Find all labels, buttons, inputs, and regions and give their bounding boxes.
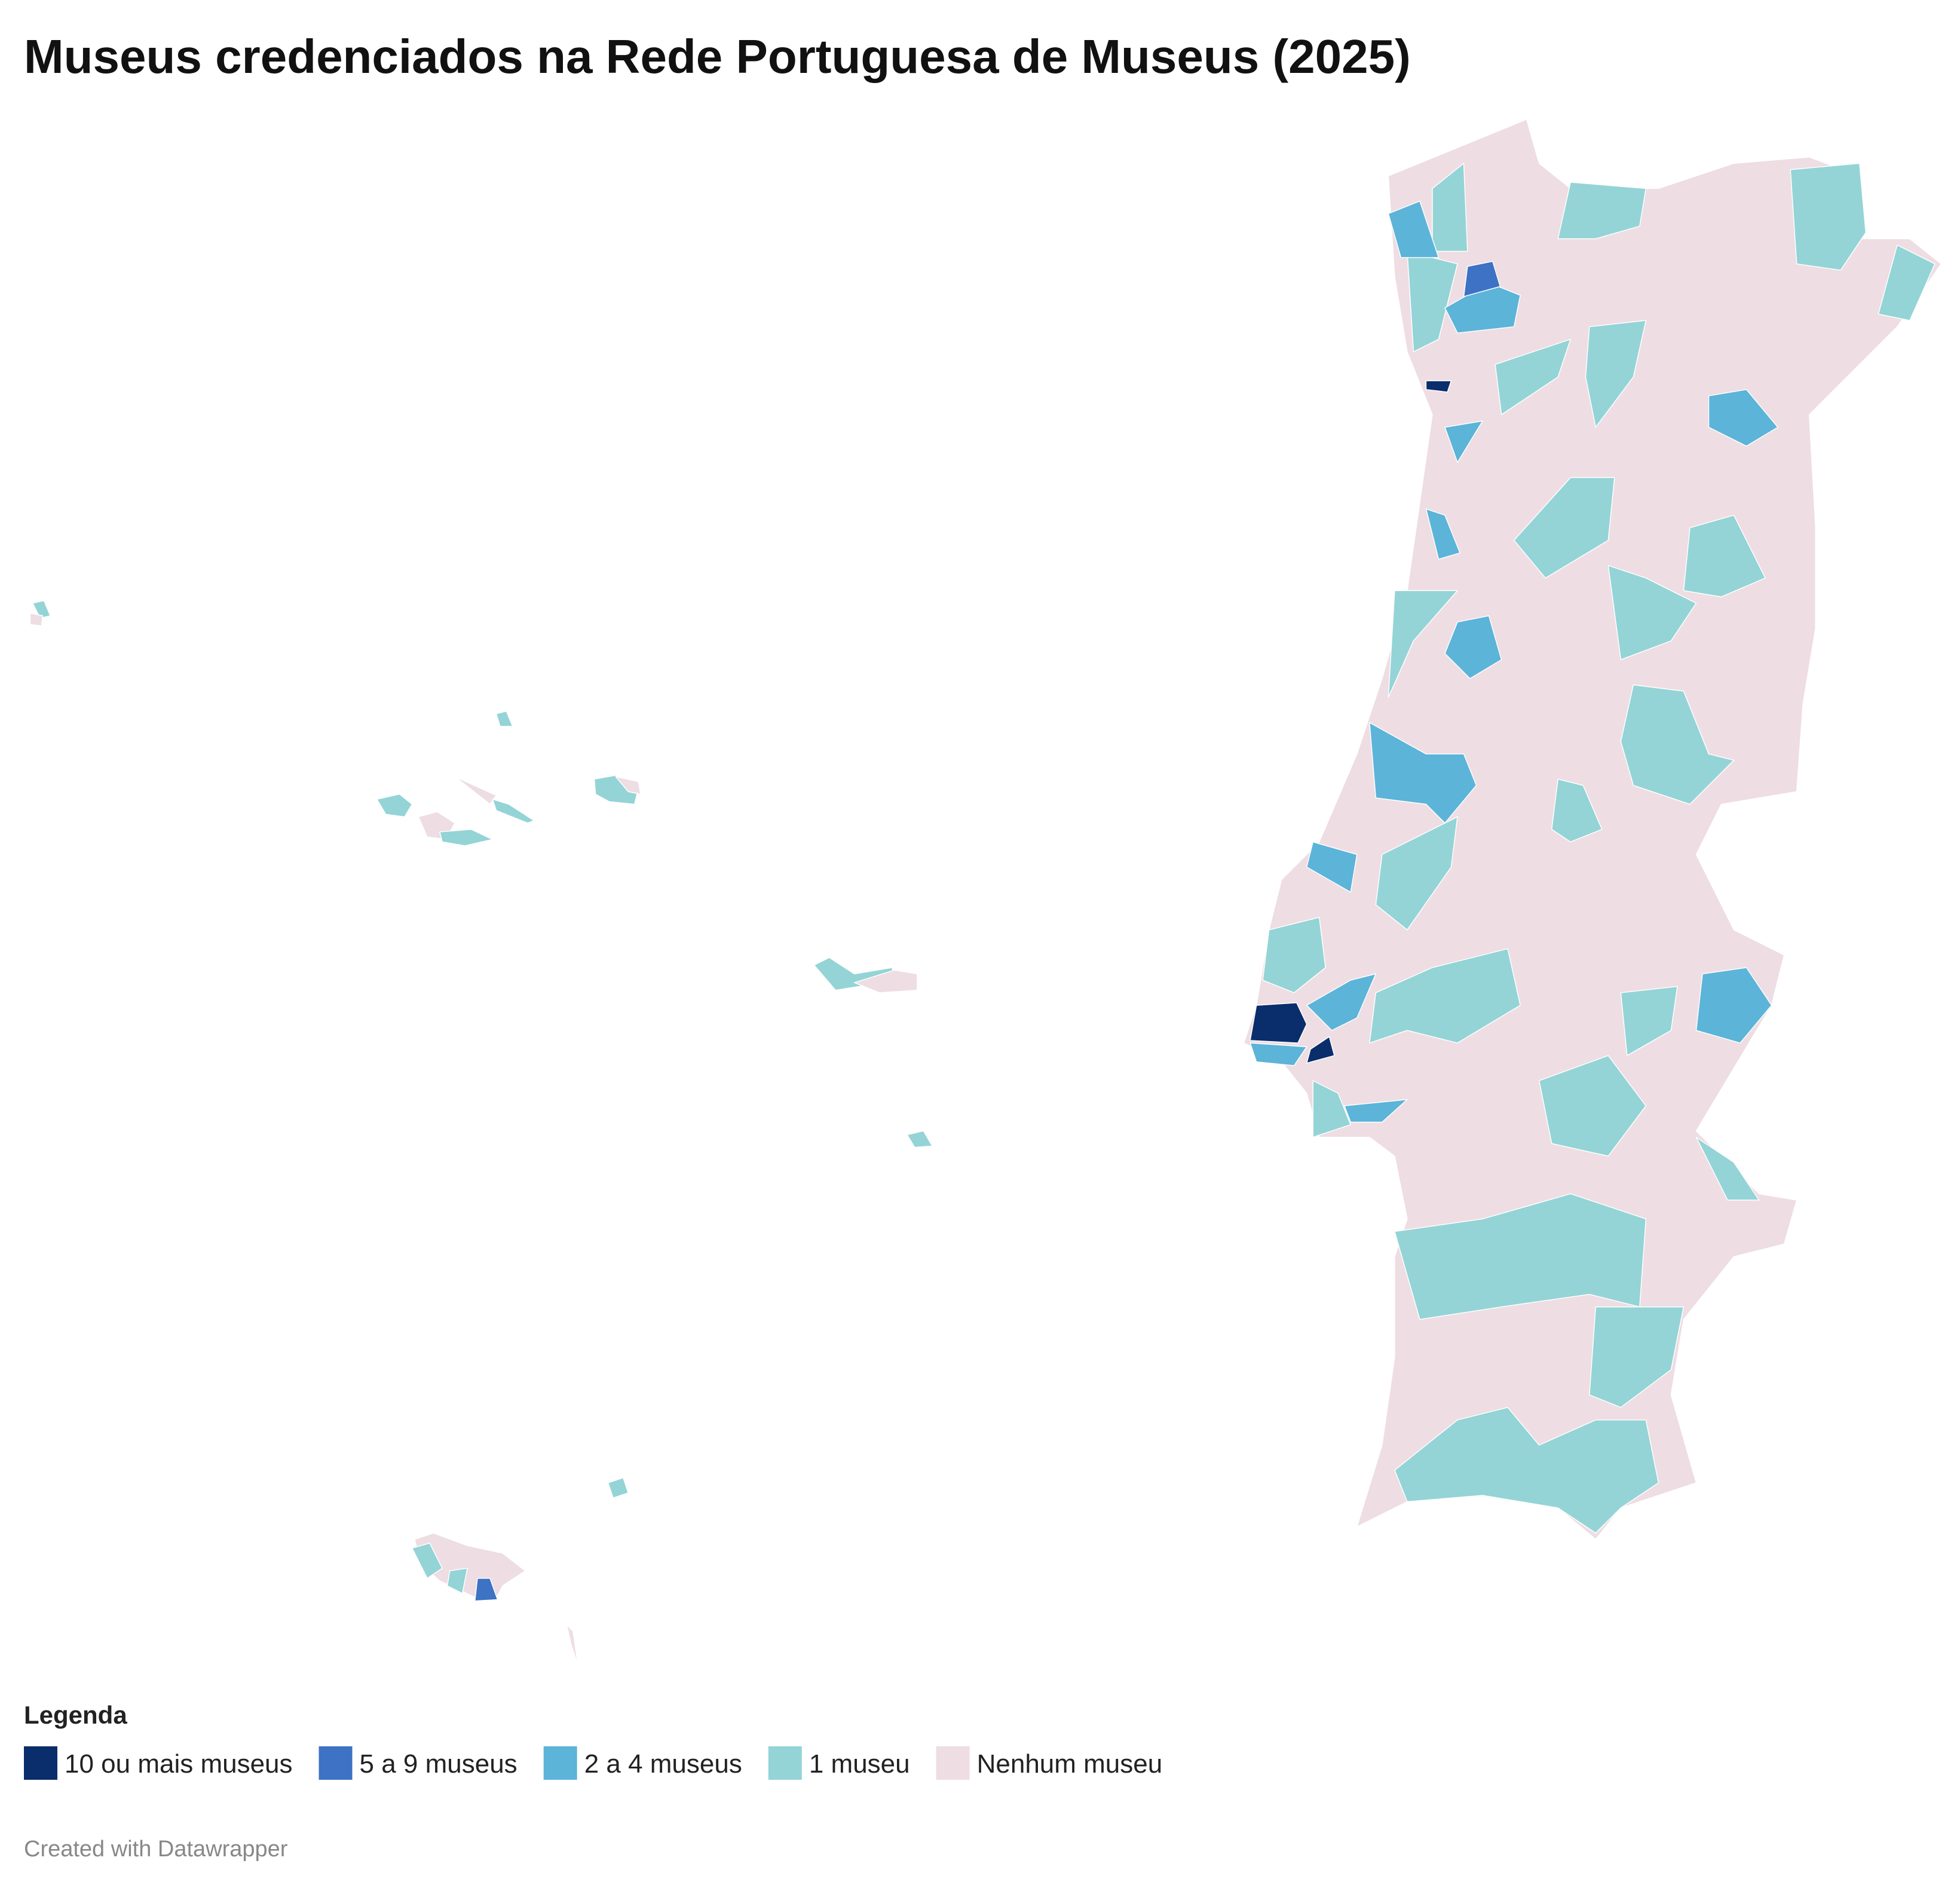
region bbox=[1695, 1137, 1760, 1201]
region bbox=[1306, 973, 1377, 1031]
legend-label: 2 a 4 museus bbox=[584, 1749, 742, 1779]
region bbox=[1369, 722, 1477, 824]
region bbox=[1494, 338, 1571, 415]
legend-label: 10 ou mais museus bbox=[65, 1749, 293, 1779]
credit: Created with Datawrapper bbox=[24, 1837, 288, 1862]
island bbox=[454, 776, 497, 805]
region bbox=[1878, 244, 1936, 321]
legend-swatch bbox=[768, 1746, 802, 1780]
region bbox=[1344, 1099, 1408, 1123]
region bbox=[1585, 320, 1647, 428]
region bbox=[1369, 948, 1521, 1043]
region bbox=[1425, 380, 1452, 393]
region bbox=[1695, 967, 1772, 1043]
region bbox=[1620, 986, 1678, 1056]
region bbox=[1513, 477, 1615, 579]
region bbox=[1262, 917, 1326, 993]
region bbox=[1538, 1055, 1647, 1157]
island bbox=[446, 1568, 468, 1594]
legend-swatch bbox=[24, 1746, 57, 1780]
region bbox=[1708, 389, 1778, 447]
region bbox=[1444, 615, 1502, 680]
region bbox=[1551, 778, 1603, 843]
map bbox=[29, 119, 1942, 1666]
legend-swatch bbox=[543, 1746, 577, 1780]
title: Museus credenciados na Rede Portuguesa d… bbox=[24, 30, 1411, 83]
island bbox=[474, 1578, 498, 1602]
island bbox=[607, 1477, 629, 1499]
island bbox=[439, 828, 493, 846]
island bbox=[854, 969, 918, 993]
legend-swatch bbox=[318, 1746, 353, 1780]
island bbox=[376, 794, 413, 818]
region bbox=[1306, 1036, 1335, 1064]
region bbox=[1425, 508, 1460, 560]
island bbox=[29, 613, 44, 626]
island bbox=[32, 600, 51, 619]
legend-title: Legenda bbox=[24, 1701, 127, 1729]
region bbox=[1589, 1306, 1685, 1408]
region bbox=[1683, 515, 1766, 598]
region bbox=[1432, 163, 1468, 252]
legend: 10 ou mais museus 5 a 9 museus 2 a 4 museu… bbox=[24, 1746, 1162, 1780]
region bbox=[1312, 1080, 1352, 1138]
region bbox=[1557, 182, 1647, 240]
island bbox=[566, 1624, 578, 1666]
legend-label: 5 a 9 museus bbox=[360, 1749, 517, 1779]
region bbox=[1394, 1407, 1659, 1534]
island bbox=[615, 776, 642, 795]
region bbox=[1407, 250, 1458, 353]
region bbox=[1250, 1002, 1307, 1043]
legend-label: Nenhum museu bbox=[977, 1749, 1163, 1779]
region bbox=[1463, 261, 1501, 297]
island bbox=[906, 1130, 933, 1148]
region bbox=[1790, 163, 1867, 271]
region bbox=[1388, 200, 1440, 258]
island bbox=[414, 1532, 526, 1599]
region bbox=[1620, 684, 1735, 805]
island bbox=[411, 1543, 443, 1579]
region bbox=[1306, 841, 1358, 893]
region bbox=[1444, 420, 1483, 463]
island bbox=[492, 798, 535, 824]
region bbox=[1388, 590, 1458, 698]
legend-label: 1 museu bbox=[809, 1749, 910, 1779]
region bbox=[1250, 1042, 1307, 1066]
legend-swatch bbox=[936, 1746, 970, 1780]
region bbox=[1607, 565, 1697, 660]
island bbox=[495, 711, 513, 727]
